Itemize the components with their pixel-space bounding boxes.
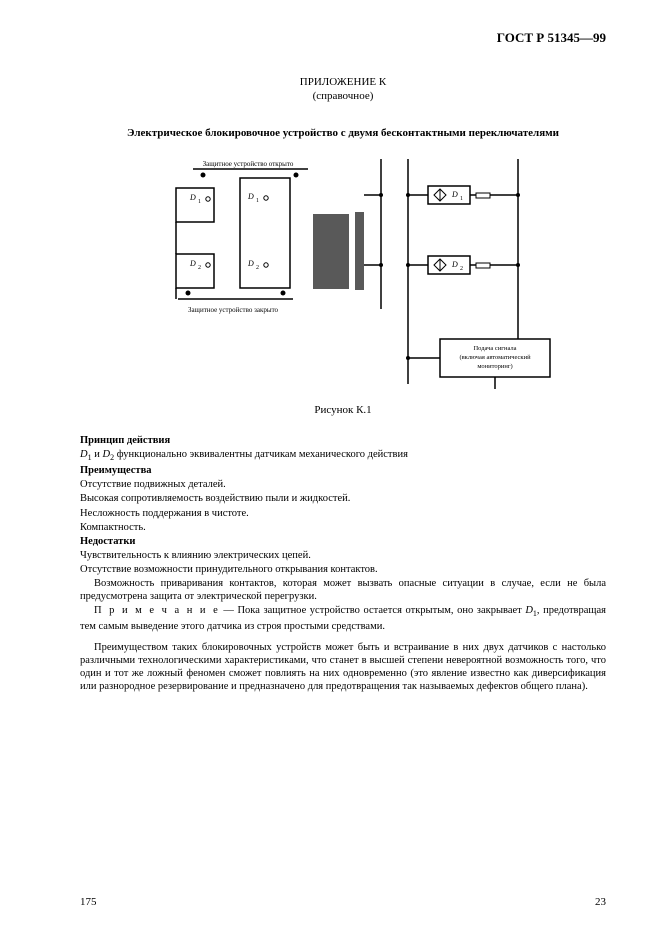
svg-text:D: D bbox=[451, 260, 458, 269]
svg-text:2: 2 bbox=[256, 265, 259, 271]
svg-text:1: 1 bbox=[460, 196, 463, 202]
heading-disadvantages: Недостатки bbox=[80, 536, 135, 547]
document-id: ГОСТ Р 51345—99 bbox=[80, 30, 606, 46]
adv-4: Компактность. bbox=[80, 521, 606, 534]
dis-1: Чувствительность к влиянию электрических… bbox=[80, 549, 606, 562]
principle-line: D1 и D2 функционально эквивалентны датчи… bbox=[80, 448, 606, 463]
adv-1: Отсутствие подвижных деталей. bbox=[80, 478, 606, 491]
page-left: 175 bbox=[80, 896, 97, 908]
svg-text:D: D bbox=[189, 193, 196, 202]
heading-advantages: Преимущества bbox=[80, 465, 152, 476]
svg-text:(включая автоматический: (включая автоматический bbox=[459, 354, 531, 361]
figure: Защитное устройство открыто D1 D2 D1 D2 bbox=[80, 154, 606, 394]
svg-text:2: 2 bbox=[460, 266, 463, 272]
svg-text:D: D bbox=[247, 259, 254, 268]
svg-text:D: D bbox=[247, 192, 254, 201]
page-right: 23 bbox=[595, 896, 606, 908]
dis-2: Отсутствие возможности принудительного о… bbox=[80, 563, 606, 576]
label-bottom: Защитное устройство закрыто bbox=[188, 306, 279, 314]
svg-text:1: 1 bbox=[256, 198, 259, 204]
svg-text:1: 1 bbox=[198, 199, 201, 205]
adv-3: Несложность поддержания в чистоте. bbox=[80, 507, 606, 520]
heading-principle: Принцип действия bbox=[80, 435, 170, 446]
diagram-svg: Защитное устройство открыто D1 D2 D1 D2 bbox=[128, 154, 558, 394]
appendix-subtitle: (справочное) bbox=[80, 90, 606, 102]
label-top: Защитное устройство открыто bbox=[203, 160, 294, 168]
svg-text:D: D bbox=[451, 190, 458, 199]
svg-text:Подача сигнала: Подача сигнала bbox=[473, 345, 516, 352]
note-line: П р и м е ч а н и е — Пока защитное устр… bbox=[80, 604, 606, 632]
svg-text:2: 2 bbox=[198, 265, 201, 271]
appendix-title: ПРИЛОЖЕНИЕ К bbox=[80, 76, 606, 88]
final-paragraph: Преимуществом таких блокировочных устрой… bbox=[80, 641, 606, 694]
figure-caption: Рисунок К.1 bbox=[80, 404, 606, 416]
page-numbers: 175 23 bbox=[80, 896, 606, 908]
svg-text:мониторинг): мониторинг) bbox=[477, 363, 512, 370]
dis-3: Возможность приваривания контактов, кото… bbox=[80, 577, 606, 603]
body-text: Принцип действия D1 и D2 функционально э… bbox=[80, 434, 606, 693]
section-title: Электрическое блокировочное устройство с… bbox=[80, 127, 606, 139]
svg-text:D: D bbox=[189, 259, 196, 268]
adv-2: Высокая сопротивляемость воздействию пыл… bbox=[80, 492, 606, 505]
